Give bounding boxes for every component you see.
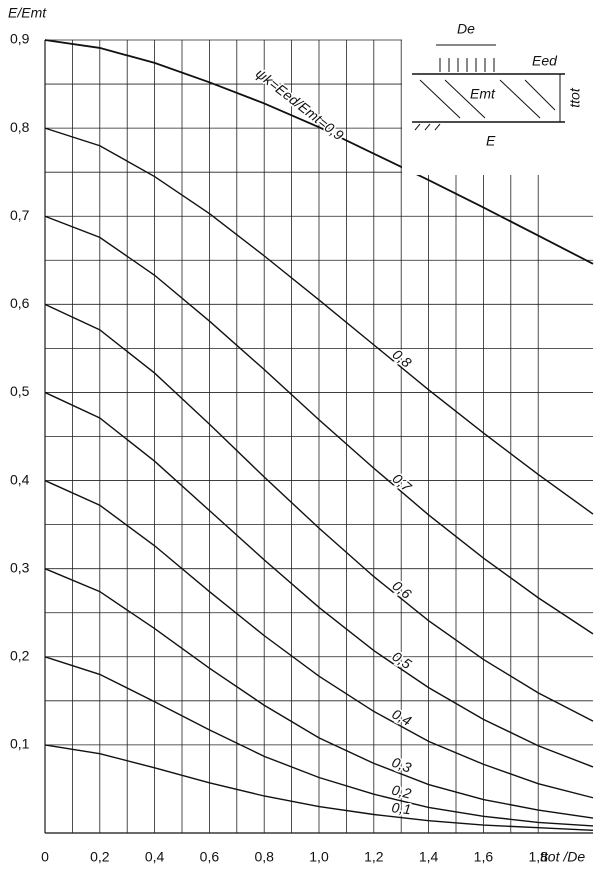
curve (44, 391, 594, 768)
y-tick-label: 0,3 (10, 559, 30, 575)
curve-label: 0,6 (389, 577, 414, 602)
x-tick-label: 0 (41, 849, 49, 865)
inset-layer-modulus: Emt (470, 86, 496, 102)
curve-label: 0,3 (390, 754, 414, 776)
y-tick-label: 0,6 (10, 295, 30, 311)
y-tick-label: 0,8 (10, 119, 30, 135)
curves (44, 39, 594, 832)
inset-arrows (412, 58, 565, 131)
curve-label: 0,8 (389, 346, 414, 371)
curve-label: 0,4 (389, 706, 414, 729)
inset-diagram: De Eed Emt ttot E (402, 21, 594, 175)
inset-background (402, 34, 594, 175)
x-tick-label: 1,0 (309, 849, 329, 865)
curve-label: 0,2 (390, 782, 413, 802)
y-tick-label: 0,2 (10, 647, 30, 663)
curve (44, 656, 594, 827)
x-tick-label: 1,4 (419, 849, 439, 865)
inset-top-modulus: Eed (532, 53, 558, 69)
curve-label: 0,1 (391, 799, 412, 817)
x-tick-label: 0,6 (200, 849, 220, 865)
inset-load-width: De (457, 21, 475, 37)
y-tick-label: 0,4 (10, 471, 30, 487)
x-tick-label: 1,6 (474, 849, 494, 865)
curve (44, 215, 594, 635)
curve (44, 479, 594, 799)
x-axis-title: ttot /De (540, 849, 585, 865)
x-tick-label: 1,2 (364, 849, 384, 865)
inset-subgrade-modulus: E (486, 133, 496, 149)
y-axis-title: E/Emt (8, 5, 47, 21)
y-tick-label: 0,9 (10, 31, 30, 47)
x-tick-label: 0,8 (254, 849, 274, 865)
x-tick-label: 0,2 (90, 849, 110, 865)
y-tick-label: 0,7 (10, 207, 30, 223)
curve (44, 127, 594, 515)
y-tick-label: 0,5 (10, 383, 30, 399)
y-tick-label: 0,1 (10, 736, 30, 752)
inset-thickness: ttot (567, 87, 583, 108)
curve (44, 568, 594, 819)
curve-label: 0,5 (389, 648, 414, 672)
x-tick-label: 0,4 (145, 849, 165, 865)
curve (44, 39, 594, 265)
curve (44, 303, 594, 722)
curve-label: 0,7 (389, 470, 415, 496)
curve (44, 744, 594, 832)
x-tick-label: 1,8 (528, 849, 548, 865)
